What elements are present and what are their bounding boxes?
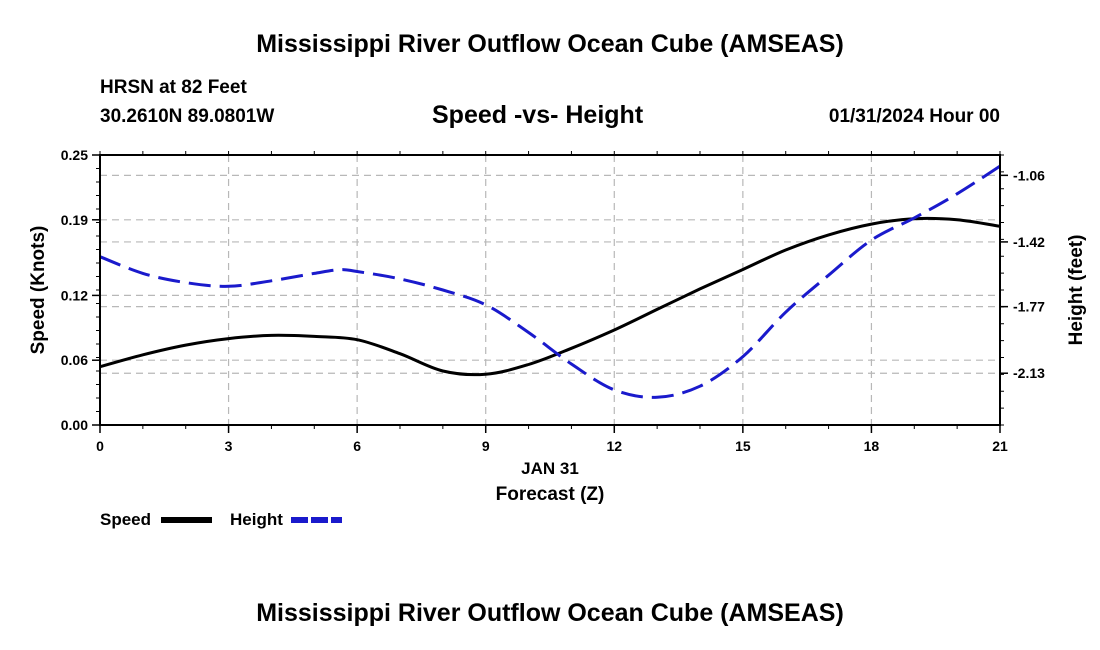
y-tick-label: 0.00 — [61, 417, 88, 433]
y2-tick-label: -2.13 — [1013, 365, 1045, 381]
chart-subtitle: Speed -vs- Height — [432, 101, 644, 129]
y-tick-label: 0.12 — [61, 287, 88, 303]
y-tick-label: 0.25 — [61, 147, 88, 163]
x-tick-label: 0 — [96, 438, 104, 454]
y-axis-label: Speed (Knots) — [28, 226, 49, 355]
y2-axis-label: Height (feet) — [1066, 235, 1087, 346]
x-tick-label: 3 — [225, 438, 233, 454]
x-tick-label: 15 — [735, 438, 751, 454]
chart-title: Mississippi River Outflow Ocean Cube (AM… — [256, 30, 844, 58]
forecast-datetime: 01/31/2024 Hour 00 — [828, 106, 1000, 127]
station-label: HRSN at 82 Feet — [100, 77, 247, 98]
footer-title: Mississippi River Outflow Ocean Cube (AM… — [256, 599, 844, 627]
y2-tick-label: -1.42 — [1013, 234, 1045, 250]
coordinates-label: 30.2610N 89.0801W — [100, 106, 275, 127]
y2-tick-label: -1.77 — [1013, 299, 1045, 315]
legend: Speed Height — [100, 510, 342, 529]
y-tick-label: 0.06 — [61, 352, 88, 368]
x-tick-label: 6 — [353, 438, 361, 454]
y2-tick-label: -1.06 — [1013, 167, 1045, 183]
x-axis-date-label: JAN 31 — [521, 459, 579, 478]
plot-frame — [99, 154, 1001, 426]
series-layer — [99, 164, 1001, 399]
x-tick-label: 12 — [606, 438, 622, 454]
series-line-speed — [99, 216, 1001, 377]
x-tick-label: 9 — [482, 438, 490, 454]
legend-label-speed: Speed — [100, 510, 151, 529]
axis-ticks: 0 3 6 9 12 15 18 21 0.00 0.06 0.12 0.19 0.25 -1.06 -1.… — [61, 147, 1045, 454]
x-tick-label: 21 — [992, 438, 1008, 454]
series-line-height — [99, 164, 1001, 399]
y-tick-label: 0.19 — [61, 212, 88, 228]
x-axis-label: Forecast (Z) — [496, 484, 605, 505]
grid — [100, 155, 1000, 425]
legend-label-height: Height — [230, 510, 283, 529]
x-tick-label: 18 — [864, 438, 880, 454]
